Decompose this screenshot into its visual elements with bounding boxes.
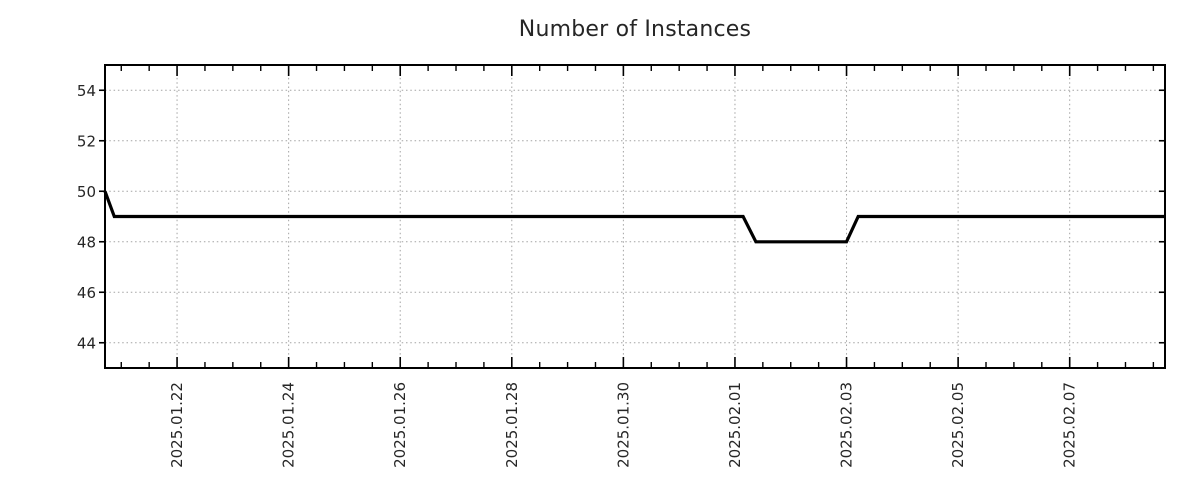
x-tick-label: 2025.01.30 xyxy=(614,382,632,468)
x-tick-label: 2025.02.05 xyxy=(949,382,967,468)
chart-title: Number of Instances xyxy=(518,17,752,42)
x-tick-label: 2025.01.24 xyxy=(280,382,298,468)
y-tick-label: 54 xyxy=(77,82,96,100)
x-tick-label: 2025.01.28 xyxy=(503,382,521,468)
x-tick-label: 2025.02.07 xyxy=(1061,382,1079,468)
x-tick-label: 2025.02.03 xyxy=(838,382,856,468)
y-tick-label: 48 xyxy=(77,233,96,251)
x-tick-label: 2025.01.22 xyxy=(168,382,186,468)
y-tick-label: 50 xyxy=(77,183,96,201)
x-tick-label: 2025.01.26 xyxy=(391,382,409,468)
label-layer: 44 46 48 50 52 54 2025.01.22 2025.01.24 2025.01.… xyxy=(77,82,1079,468)
y-tick-label: 52 xyxy=(77,132,96,150)
x-tick-label: 2025.02.01 xyxy=(726,382,744,468)
y-tick-label: 46 xyxy=(77,284,96,302)
series-layer xyxy=(103,190,1165,244)
series-line xyxy=(103,190,1165,244)
y-tick-label: 44 xyxy=(77,334,96,352)
